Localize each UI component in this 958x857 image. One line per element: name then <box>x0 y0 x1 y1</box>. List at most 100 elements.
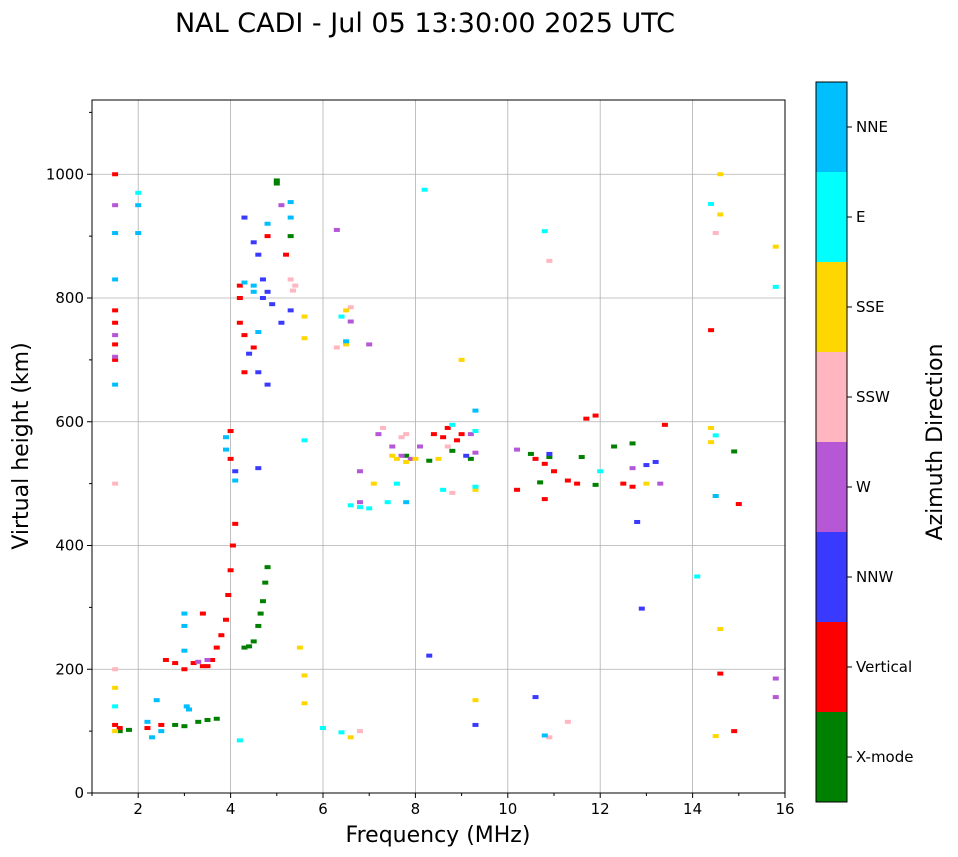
echo-point-nne <box>153 698 160 703</box>
echo-point-x-mode <box>195 719 202 724</box>
echo-point-vertical <box>629 484 636 489</box>
colorbar-label: Vertical <box>856 658 912 676</box>
echo-point-vertical <box>574 481 581 486</box>
echo-point-ssw <box>112 481 119 486</box>
echo-point-nnw <box>652 459 659 464</box>
echo-point-w <box>772 676 779 681</box>
echo-point-sse <box>301 336 308 341</box>
echo-point-vertical <box>199 611 206 616</box>
colorbar-swatch <box>816 352 847 442</box>
echo-point-ssw <box>287 277 294 282</box>
echo-point-x-mode <box>546 455 553 460</box>
echo-point-sse <box>112 729 119 734</box>
echo-point-vertical <box>592 413 599 418</box>
echo-point-nne <box>186 707 193 712</box>
echo-point-nnw <box>472 722 479 727</box>
colorbar-swatch <box>816 712 847 802</box>
echo-point-w <box>375 432 382 437</box>
echo-point-x-mode <box>537 480 544 485</box>
plot-frame <box>91 99 786 794</box>
chart-title: NAL CADI - Jul 05 13:30:00 2025 UTC <box>175 8 675 39</box>
echo-point-x-mode <box>255 623 262 628</box>
echo-point-vertical <box>204 664 211 669</box>
echo-point-nne <box>255 330 262 335</box>
echo-point-nnw <box>264 382 271 387</box>
echo-point-e <box>338 730 345 735</box>
echo-point-e <box>472 429 479 434</box>
echo-point-ssw <box>403 432 410 437</box>
echo-point-vertical <box>112 722 119 727</box>
echo-point-x-mode <box>611 444 618 449</box>
echo-point-nne <box>135 231 142 236</box>
colorbar-label: NNE <box>856 118 888 136</box>
echo-point-sse <box>403 459 410 464</box>
echo-point-e <box>384 500 391 505</box>
y-tick-label: 400 <box>55 537 84 555</box>
echo-point-w <box>467 432 474 437</box>
echo-point-vertical <box>112 357 119 362</box>
echo-point-sse <box>717 627 724 632</box>
echo-point-nne <box>112 231 119 236</box>
echo-point-vertical <box>241 370 248 375</box>
echo-point-ssw <box>292 283 299 288</box>
echo-point-e <box>338 314 345 319</box>
echo-point-ssw <box>444 444 451 449</box>
echo-point-vertical <box>661 422 668 427</box>
echo-point-nne <box>472 408 479 413</box>
echo-point-w <box>514 447 521 452</box>
echo-point-x-mode <box>264 565 271 570</box>
echo-point-vertical <box>209 657 216 662</box>
y-axis-label: Virtual height (km) <box>9 342 34 549</box>
echo-point-e <box>393 481 400 486</box>
echo-point-e <box>347 503 354 508</box>
echo-point-x-mode <box>172 722 179 727</box>
echo-point-sse <box>343 342 350 347</box>
colorbar-title: Azimuth Direction <box>923 343 948 540</box>
echo-point-vertical <box>227 429 234 434</box>
echo-point-x-mode <box>125 727 132 732</box>
echo-point-nnw <box>264 289 271 294</box>
echo-point-vertical <box>213 645 220 650</box>
echo-point-w <box>366 342 373 347</box>
echo-point-vertical <box>158 722 165 727</box>
echo-point-w <box>112 333 119 338</box>
y-tick-label: 200 <box>55 660 84 678</box>
echo-point-nne <box>250 283 257 288</box>
echo-point-x-mode <box>204 717 211 722</box>
echo-point-nnw <box>232 469 239 474</box>
echo-point-x-mode <box>449 448 456 453</box>
echo-point-x-mode <box>578 455 585 460</box>
echo-point-vertical <box>250 345 257 350</box>
echo-point-nnw <box>269 302 276 307</box>
echo-point-sse <box>343 308 350 313</box>
colorbar-swatch <box>816 172 847 262</box>
echo-point-e <box>440 487 447 492</box>
echo-point-nnw <box>255 252 262 257</box>
echo-point-sse <box>772 244 779 249</box>
echo-point-sse <box>472 487 479 492</box>
echo-point-w <box>356 500 363 505</box>
echo-point-sse <box>717 212 724 217</box>
echo-point-vertical <box>532 456 539 461</box>
echo-point-vertical <box>172 661 179 666</box>
colorbar-label: E <box>856 208 865 226</box>
echo-point-nne <box>264 221 271 226</box>
echo-point-nnw <box>259 296 266 300</box>
echo-point-x-mode <box>592 482 599 487</box>
echo-point-w <box>195 659 202 664</box>
echo-point-vertical <box>162 657 169 662</box>
echo-point-vertical <box>236 296 243 300</box>
colorbar-swatch <box>816 622 847 712</box>
echo-point-vertical <box>430 432 437 437</box>
echo-point-x-mode <box>287 234 294 239</box>
echo-point-w <box>407 456 414 461</box>
echo-point-vertical <box>199 664 206 669</box>
echo-point-x-mode <box>241 645 248 650</box>
echo-point-e <box>366 506 373 511</box>
echo-point-nne <box>181 648 188 653</box>
echo-point-ssw <box>356 729 363 734</box>
echo-point-e <box>112 704 119 709</box>
echo-point-vertical <box>112 320 119 325</box>
echo-point-vertical <box>218 633 225 638</box>
echo-point-vertical <box>583 416 590 421</box>
